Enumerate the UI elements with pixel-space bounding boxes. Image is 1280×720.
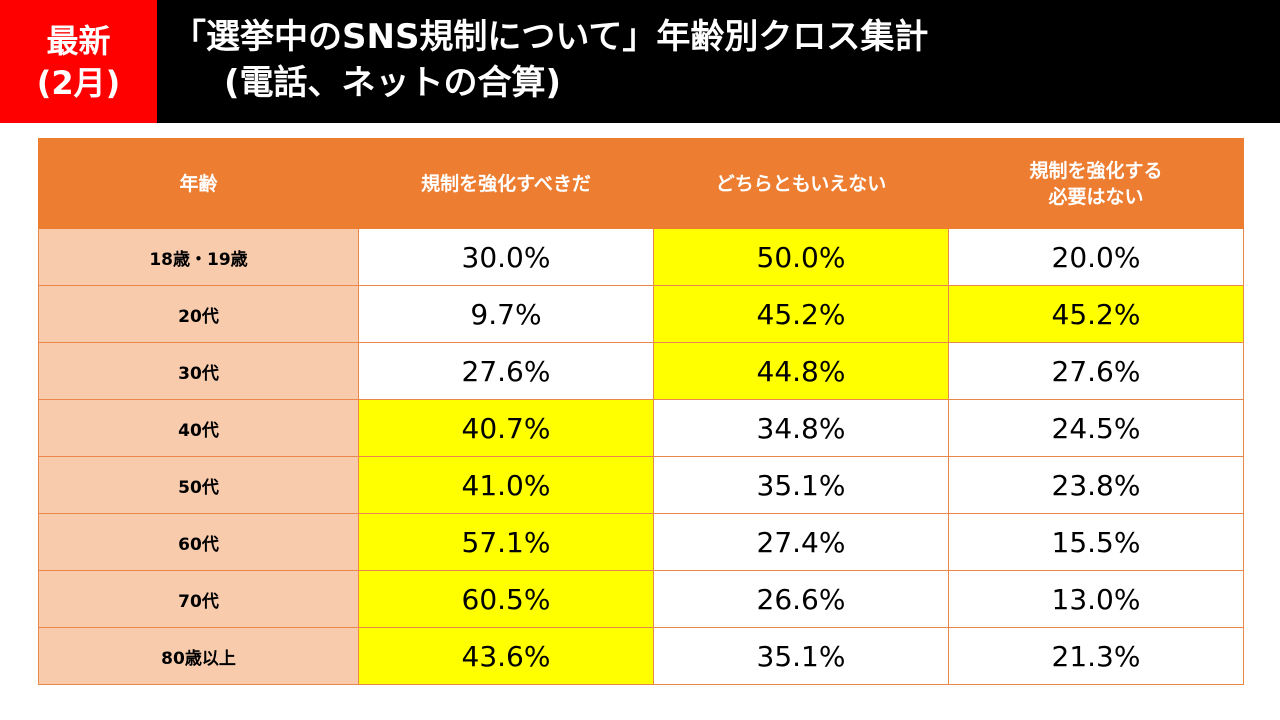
value-cell-strengthen: 30.0% [358,228,654,286]
value-cell-not-needed: 20.0% [948,228,1244,286]
header-bar: 最新 (2月) 「選挙中のSNS規制について」年齢別クロス集計 (電話、ネットの… [0,0,1280,123]
value-cell-not-needed: 13.0% [948,570,1244,628]
column-header-neutral: どちらともいえない [653,138,949,229]
value-cell-not-needed: 23.8% [948,456,1244,514]
page-title: 「選挙中のSNS規制について」年齢別クロス集計 (電話、ネットの合算) [172,14,928,106]
age-cell: 20代 [38,285,359,343]
value-cell-neutral: 35.1% [653,627,949,685]
value-cell-strengthen: 60.5% [358,570,654,628]
value-cell-strengthen: 57.1% [358,513,654,571]
value-cell-neutral: 45.2% [653,285,949,343]
age-cell: 18歳・19歳 [38,228,359,286]
badge-line1: 最新 [46,21,111,60]
age-cell: 70代 [38,570,359,628]
value-cell-neutral: 26.6% [653,570,949,628]
table-row: 20代 9.7% 45.2% 45.2% [38,285,1244,343]
value-cell-neutral: 27.4% [653,513,949,571]
cross-tab-table: 年齢 規制を強化すべきだ どちらともいえない 規制を強化する 必要はない 18歳・… [38,138,1244,685]
age-cell: 60代 [38,513,359,571]
table-body: 18歳・19歳 30.0% 50.0% 20.0% 20代 9.7% 45.2% 45.2% 3… [38,228,1244,685]
value-cell-strengthen: 9.7% [358,285,654,343]
value-cell-not-needed: 21.3% [948,627,1244,685]
value-cell-not-needed: 15.5% [948,513,1244,571]
title-line2: (電話、ネットの合算) [224,63,562,103]
value-cell-not-needed: 27.6% [948,342,1244,400]
age-cell: 30代 [38,342,359,400]
value-cell-strengthen: 43.6% [358,627,654,685]
column-header-not-needed: 規制を強化する 必要はない [948,138,1244,229]
table-row: 30代 27.6% 44.8% 27.6% [38,342,1244,400]
age-cell: 50代 [38,456,359,514]
age-cell: 40代 [38,399,359,457]
latest-badge: 最新 (2月) [0,0,157,123]
column-header-strengthen: 規制を強化すべきだ [358,138,654,229]
value-cell-not-needed: 24.5% [948,399,1244,457]
age-cell: 80歳以上 [38,627,359,685]
value-cell-neutral: 44.8% [653,342,949,400]
table-row: 70代 60.5% 26.6% 13.0% [38,570,1244,628]
value-cell-strengthen: 40.7% [358,399,654,457]
value-cell-neutral: 35.1% [653,456,949,514]
table-row: 50代 41.0% 35.1% 23.8% [38,456,1244,514]
column-header-age: 年齢 [38,138,359,229]
table-header-row: 年齢 規制を強化すべきだ どちらともいえない 規制を強化する 必要はない [38,138,1244,229]
value-cell-strengthen: 27.6% [358,342,654,400]
table-row: 40代 40.7% 34.8% 24.5% [38,399,1244,457]
value-cell-neutral: 50.0% [653,228,949,286]
title-line1: 「選挙中のSNS規制について」年齢別クロス集計 [172,17,929,57]
value-cell-neutral: 34.8% [653,399,949,457]
table-row: 80歳以上 43.6% 35.1% 21.3% [38,627,1244,685]
column-header-not-needed-line2: 必要はない [1048,185,1144,208]
table-row: 60代 57.1% 27.4% 15.5% [38,513,1244,571]
column-header-not-needed-line1: 規制を強化する [1029,159,1163,182]
value-cell-not-needed: 45.2% [948,285,1244,343]
badge-line2: (2月) [36,63,121,102]
table-row: 18歳・19歳 30.0% 50.0% 20.0% [38,228,1244,286]
value-cell-strengthen: 41.0% [358,456,654,514]
